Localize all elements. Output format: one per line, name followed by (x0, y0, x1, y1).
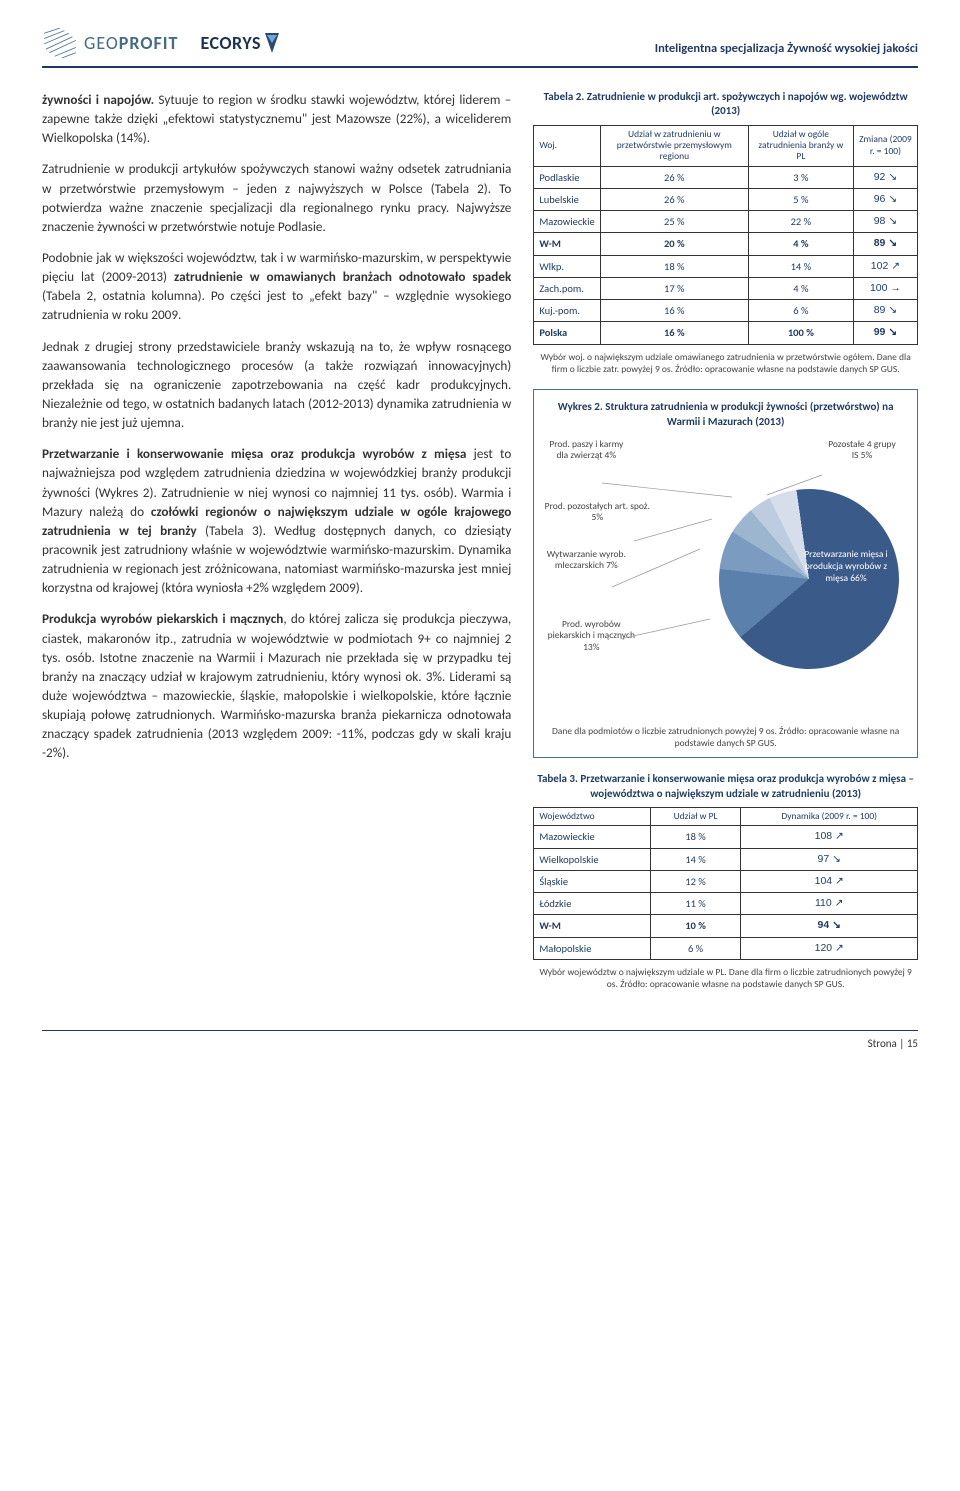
table-cell: Łódzkie (534, 893, 650, 915)
table2-note: Wybór woj. o największym udziale omawian… (533, 351, 918, 376)
table-cell: 26 % (600, 188, 748, 210)
table-cell: Małopolskie (534, 937, 650, 959)
page-number: Strona | 15 (868, 1037, 918, 1050)
t2-h1: Woj. (534, 125, 600, 166)
pie-label-4: Wytwarzanie wyrob. mleczarskich 7% (546, 549, 626, 572)
table-cell: 14 % (650, 848, 741, 870)
table-cell: 6 % (650, 937, 741, 959)
chart-2-box: Wykres 2. Struktura zatrudnienia w produ… (533, 389, 918, 758)
table-cell: 17 % (600, 277, 748, 299)
sidebar-column: Tabela 2. Zatrudnienie w produkcji art. … (533, 90, 918, 1004)
hatched-diamond-icon (42, 28, 78, 58)
table-cell: Wielkopolskie (534, 848, 650, 870)
logo-geoprofit: GEOPROFIT (42, 28, 178, 58)
table-cell: Podlaskie (534, 166, 600, 188)
two-column-layout: żywności i napojów. Sytuuje to region w … (42, 90, 918, 1004)
t3-h2: Udział w PL (650, 808, 741, 826)
table-cell: 11 % (650, 893, 741, 915)
para-1: żywności i napojów. Sytuuje to region w … (42, 90, 511, 147)
table-cell: 18 % (650, 826, 741, 848)
table-2: Woj. Udział w zatrudnieniu w przetwórstw… (533, 125, 918, 345)
table-cell: 14 % (748, 255, 853, 277)
table-cell: 5 % (748, 188, 853, 210)
table-cell: 108 ↗ (741, 826, 918, 848)
table-cell: 99 ↘ (853, 322, 917, 344)
table-cell: 89 ↘ (853, 233, 917, 255)
table-cell: 102 ↗ (853, 255, 917, 277)
table3-title: Tabela 3. Przetwarzanie i konserwowanie … (533, 772, 918, 801)
chart2-note: Dane dla podmiotów o liczbie zatrudniony… (542, 725, 909, 750)
table-cell: 26 % (600, 166, 748, 188)
t2-h2: Udział w zatrudnieniu w przetwórstwie pr… (600, 125, 748, 166)
page-header: GEOPROFIT ECORYS Inteligentna specjaliza… (42, 28, 918, 68)
table-cell: W-M (534, 915, 650, 937)
chart2-title: Wykres 2. Struktura zatrudnienia w produ… (542, 400, 909, 429)
table-cell: 89 ↘ (853, 300, 917, 322)
table-cell: 100 → (853, 277, 917, 299)
table-cell: Mazowieckie (534, 826, 650, 848)
table-cell: 4 % (748, 233, 853, 255)
table-cell: 12 % (650, 870, 741, 892)
table-cell: Wlkp. (534, 255, 600, 277)
pie-label-5: Prod. wyrobów piekarskich i mącznych 13% (546, 619, 636, 653)
page-footer: Strona | 15 (42, 1030, 918, 1052)
table3-note: Wybór województw o największym udziale w… (533, 966, 918, 991)
table-cell: Mazowieckie (534, 211, 600, 233)
table-cell: Kuj.-pom. (534, 300, 600, 322)
pie-chart: Prod. paszy i karmy dla zwierząt 4% Pozo… (542, 439, 909, 719)
table-cell: Śląskie (534, 870, 650, 892)
table-cell: 96 ↘ (853, 188, 917, 210)
triangle-icon (265, 33, 279, 53)
pie-label-big: Przetwarzanie mięsa i produkcja wyrobów … (801, 549, 891, 585)
table-cell: 10 % (650, 915, 741, 937)
logos: GEOPROFIT ECORYS (42, 28, 655, 58)
table2-title: Tabela 2. Zatrudnienie w produkcji art. … (533, 90, 918, 119)
table-cell: 20 % (600, 233, 748, 255)
table-cell: 104 ↗ (741, 870, 918, 892)
pie-label-1: Prod. paszy i karmy dla zwierząt 4% (546, 439, 626, 462)
logo-ecorys: ECORYS (200, 30, 278, 56)
logo-geo-text: GEOPROFIT (84, 30, 178, 56)
t3-h3: Dynamika (2009 r. = 100) (741, 808, 918, 826)
table-cell: 18 % (600, 255, 748, 277)
table-cell: 92 ↘ (853, 166, 917, 188)
table-cell: 100 % (748, 322, 853, 344)
table-cell: 110 ↗ (741, 893, 918, 915)
table-3: Województwo Udział w PL Dynamika (2009 r… (533, 807, 918, 960)
pie-label-2: Pozostałe 4 grupy IS 5% (827, 439, 897, 462)
table-cell: W-M (534, 233, 600, 255)
para-5: Przetwarzanie i konserwowanie mięsa oraz… (42, 444, 511, 597)
para-2: Zatrudnienie w produkcji artykułów spoży… (42, 159, 511, 236)
table-cell: 6 % (748, 300, 853, 322)
table-cell: 97 ↘ (741, 848, 918, 870)
table-cell: 120 ↗ (741, 937, 918, 959)
table-cell: 22 % (748, 211, 853, 233)
para-6: Produkcja wyrobów piekarskich i mącznych… (42, 609, 511, 762)
table-cell: 16 % (600, 300, 748, 322)
table-cell: 16 % (600, 322, 748, 344)
table-cell: 98 ↘ (853, 211, 917, 233)
doc-title: Inteligentna specjalizacja Żywność wysok… (655, 40, 918, 58)
table-cell: Lubelskie (534, 188, 600, 210)
logo-ec-text: ECORYS (200, 30, 260, 56)
table-cell: 3 % (748, 166, 853, 188)
table-cell: Polska (534, 322, 600, 344)
t2-h3: Udział w ogóle zatrudnienia branży w PL (748, 125, 853, 166)
para-4: Jednak z drugiej strony przedstawiciele … (42, 337, 511, 433)
table-cell: Zach.pom. (534, 277, 600, 299)
table-cell: 94 ↘ (741, 915, 918, 937)
t3-h1: Województwo (534, 808, 650, 826)
t2-h4: Zmiana (2009 r. = 100) (853, 125, 917, 166)
para-3: Podobnie jak w większości województw, ta… (42, 248, 511, 325)
table-cell: 25 % (600, 211, 748, 233)
pie-label-3: Prod. pozostałych art. spoż. 5% (542, 501, 652, 524)
table-cell: 4 % (748, 277, 853, 299)
main-text-column: żywności i napojów. Sytuuje to region w … (42, 90, 511, 1004)
